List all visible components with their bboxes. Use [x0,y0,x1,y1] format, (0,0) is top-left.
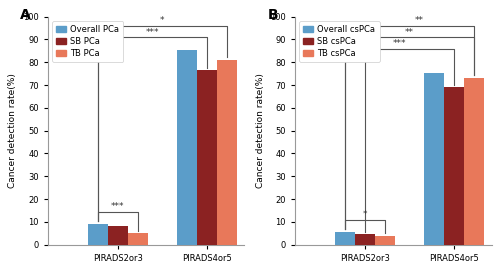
Text: ***: *** [392,39,406,48]
Text: *: * [362,210,367,219]
Y-axis label: Cancer detection rate(%): Cancer detection rate(%) [256,73,264,188]
Bar [464,78,484,245]
Bar [375,236,395,245]
Bar [88,224,108,245]
Text: **: ** [405,28,414,37]
Bar [444,87,464,245]
Legend: Overall csPCa, SB csPCa, TB csPCa: Overall csPCa, SB csPCa, TB csPCa [299,21,380,62]
Legend: Overall PCa, SB PCa, TB PCa: Overall PCa, SB PCa, TB PCa [52,21,124,62]
Text: **: ** [415,16,424,25]
Text: B: B [268,8,278,22]
Text: A: A [20,8,31,22]
Bar [216,60,236,245]
Bar [355,234,375,245]
Bar [196,70,216,245]
Y-axis label: Cancer detection rate(%): Cancer detection rate(%) [8,73,18,188]
Bar [108,226,128,245]
Text: ***: *** [111,202,124,211]
Text: ***: *** [146,28,159,37]
Bar [176,50,197,245]
Bar [335,232,355,245]
Bar [128,233,148,245]
Text: *: * [160,16,164,25]
Bar [424,73,444,245]
